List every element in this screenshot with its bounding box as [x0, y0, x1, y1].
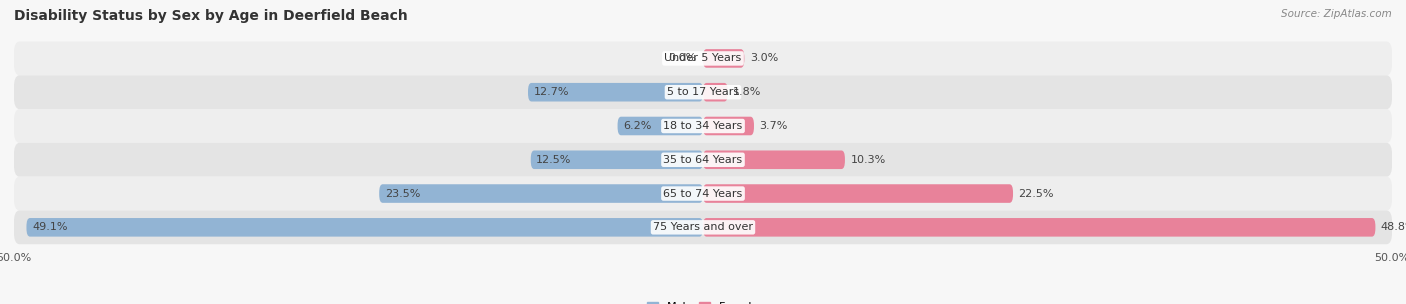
FancyBboxPatch shape: [703, 184, 1012, 203]
Text: 65 to 74 Years: 65 to 74 Years: [664, 188, 742, 199]
FancyBboxPatch shape: [617, 117, 703, 135]
Text: 12.5%: 12.5%: [536, 155, 572, 165]
Text: 18 to 34 Years: 18 to 34 Years: [664, 121, 742, 131]
Text: 3.7%: 3.7%: [759, 121, 787, 131]
FancyBboxPatch shape: [27, 218, 703, 237]
Text: 3.0%: 3.0%: [749, 54, 778, 64]
FancyBboxPatch shape: [531, 150, 703, 169]
Text: 6.2%: 6.2%: [623, 121, 651, 131]
Text: 48.8%: 48.8%: [1381, 222, 1406, 232]
Text: 0.0%: 0.0%: [668, 54, 696, 64]
FancyBboxPatch shape: [380, 184, 703, 203]
FancyBboxPatch shape: [529, 83, 703, 102]
FancyBboxPatch shape: [14, 210, 1392, 244]
FancyBboxPatch shape: [14, 42, 1392, 75]
FancyBboxPatch shape: [703, 49, 744, 68]
Text: 5 to 17 Years: 5 to 17 Years: [666, 87, 740, 97]
Text: 35 to 64 Years: 35 to 64 Years: [664, 155, 742, 165]
Text: Under 5 Years: Under 5 Years: [665, 54, 741, 64]
Text: 10.3%: 10.3%: [851, 155, 886, 165]
Legend: Male, Female: Male, Female: [647, 302, 759, 304]
FancyBboxPatch shape: [703, 150, 845, 169]
Text: 23.5%: 23.5%: [385, 188, 420, 199]
Text: 75 Years and over: 75 Years and over: [652, 222, 754, 232]
Text: Disability Status by Sex by Age in Deerfield Beach: Disability Status by Sex by Age in Deerf…: [14, 9, 408, 23]
FancyBboxPatch shape: [703, 218, 1375, 237]
Text: Source: ZipAtlas.com: Source: ZipAtlas.com: [1281, 9, 1392, 19]
Text: 1.8%: 1.8%: [734, 87, 762, 97]
Text: 22.5%: 22.5%: [1018, 188, 1054, 199]
FancyBboxPatch shape: [14, 75, 1392, 109]
FancyBboxPatch shape: [703, 83, 728, 102]
FancyBboxPatch shape: [14, 143, 1392, 177]
FancyBboxPatch shape: [14, 177, 1392, 210]
FancyBboxPatch shape: [703, 117, 754, 135]
Text: 49.1%: 49.1%: [32, 222, 67, 232]
FancyBboxPatch shape: [14, 109, 1392, 143]
Text: 12.7%: 12.7%: [533, 87, 569, 97]
